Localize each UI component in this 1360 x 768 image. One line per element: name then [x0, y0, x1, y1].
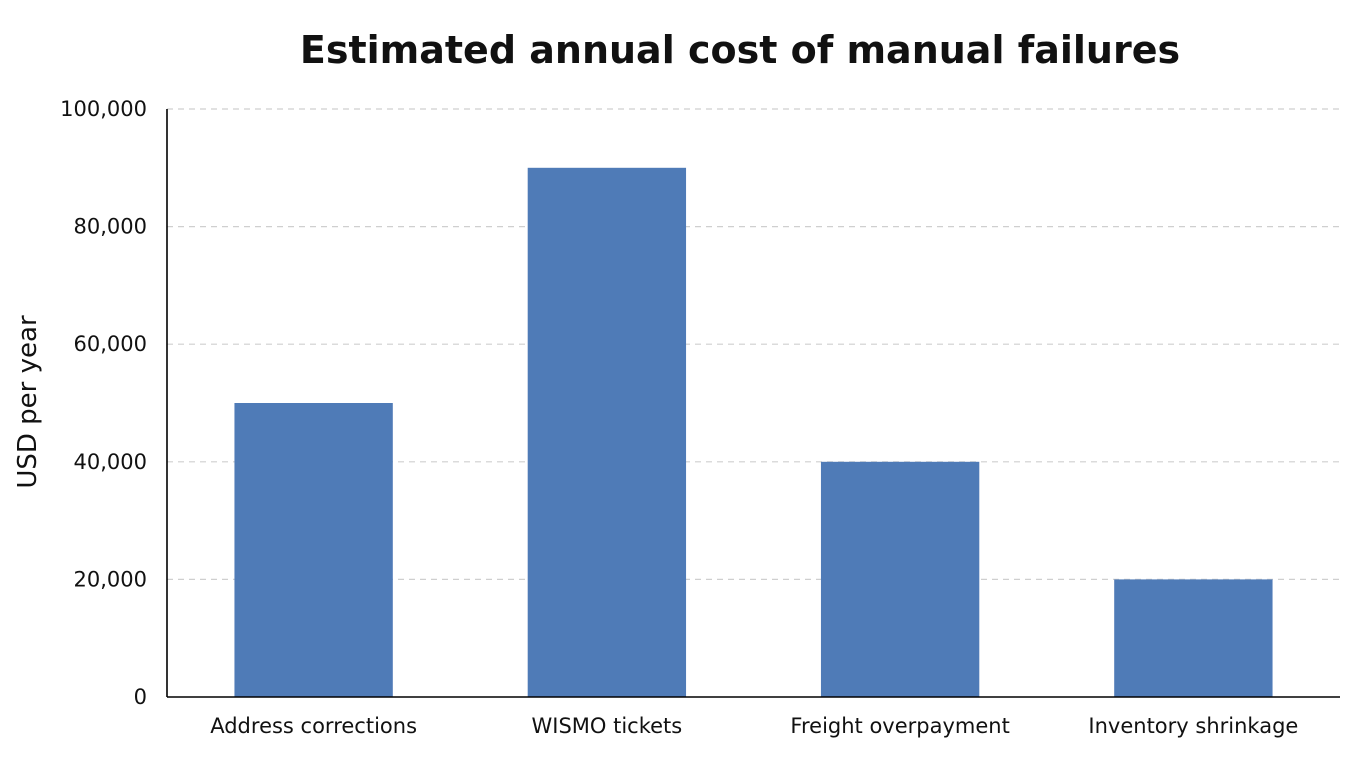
y-tick-label: 40,000: [74, 450, 147, 474]
x-tick-label: WISMO tickets: [532, 714, 683, 738]
gridlines: [167, 108, 1340, 581]
y-tick-label: 0: [134, 685, 147, 709]
chart-title: Estimated annual cost of manual failures: [300, 28, 1180, 72]
y-axis-label: USD per year: [13, 315, 43, 489]
bars: [234, 167, 1273, 698]
x-category-labels: Address corrections WISMO tickets Freight …: [210, 714, 1298, 738]
y-tick-labels: 0 20,000 40,000 60,000 80,000 100,000: [60, 97, 147, 709]
bar-inventory-shrinkage: [1114, 579, 1273, 697]
y-tick-label: 20,000: [74, 567, 147, 591]
bar-wismo-tickets: [527, 167, 687, 698]
y-tick-label: 80,000: [74, 215, 147, 239]
y-tick-label: 60,000: [74, 332, 147, 356]
bar-address-corrections: [234, 403, 393, 697]
x-tick-label: Address corrections: [210, 714, 417, 738]
y-tick-label: 100,000: [60, 97, 147, 121]
x-tick-label: Freight overpayment: [790, 714, 1009, 738]
x-tick-label: Inventory shrinkage: [1088, 714, 1298, 738]
bar-freight-overpayment: [820, 461, 980, 697]
